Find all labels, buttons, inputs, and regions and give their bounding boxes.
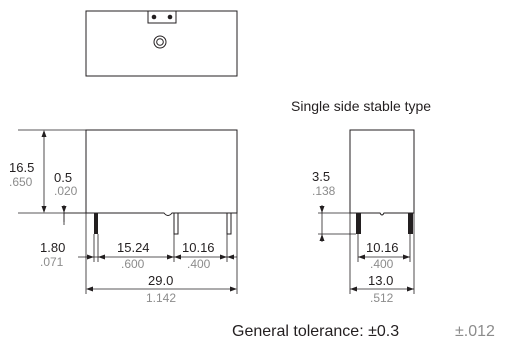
end-view: Single side stable type 3.5 .138 10.16 .… [291, 98, 431, 305]
height-mm: 16.5 [9, 160, 34, 175]
end-width-mm: 13.0 [368, 273, 393, 288]
pin [94, 213, 98, 234]
side-view: 16.5 .650 0.5 .020 1.80 .071 15.24 .600 … [9, 129, 238, 305]
pitch-2-inch: .400 [187, 257, 211, 271]
tolerance-inch: ±.012 [455, 323, 495, 340]
pin [173, 212, 179, 235]
top-view-body [85, 10, 238, 77]
side-view-body [85, 129, 238, 216]
mounting-hole-inner [156, 38, 164, 46]
pitch-2-mm: 10.16 [182, 240, 215, 255]
tolerance-label: General tolerance: ±0.3 [232, 323, 399, 340]
pin [408, 213, 413, 234]
length-mm: 29.0 [148, 273, 173, 288]
pin-offset-inch: .071 [40, 255, 64, 269]
terminal-marker [147, 10, 177, 24]
pitch-1-inch: .600 [121, 257, 145, 271]
terminal-dot [151, 14, 157, 20]
end-view-body [349, 129, 415, 216]
pin [356, 213, 361, 234]
end-width-inch: .512 [370, 291, 394, 305]
end-view-title: Single side stable type [291, 98, 431, 114]
end-height-mm: 3.5 [312, 169, 330, 184]
tolerance-note: General tolerance: ±0.3 ±.012 [232, 323, 495, 340]
pin [226, 212, 232, 235]
terminal-dot [167, 14, 173, 20]
end-pitch-inch: .400 [370, 257, 394, 271]
height-inch: .650 [9, 175, 33, 189]
pin-length-inch: .020 [54, 184, 78, 198]
top-view [85, 10, 238, 77]
pitch-1-mm: 15.24 [117, 240, 150, 255]
mounting-hole-outer [153, 35, 167, 49]
end-height-inch: .138 [312, 184, 336, 198]
length-inch: 1.142 [146, 291, 176, 305]
pin-offset-mm: 1.80 [40, 240, 65, 255]
end-pitch-mm: 10.16 [366, 240, 399, 255]
pin-length-mm: 0.5 [54, 170, 72, 185]
